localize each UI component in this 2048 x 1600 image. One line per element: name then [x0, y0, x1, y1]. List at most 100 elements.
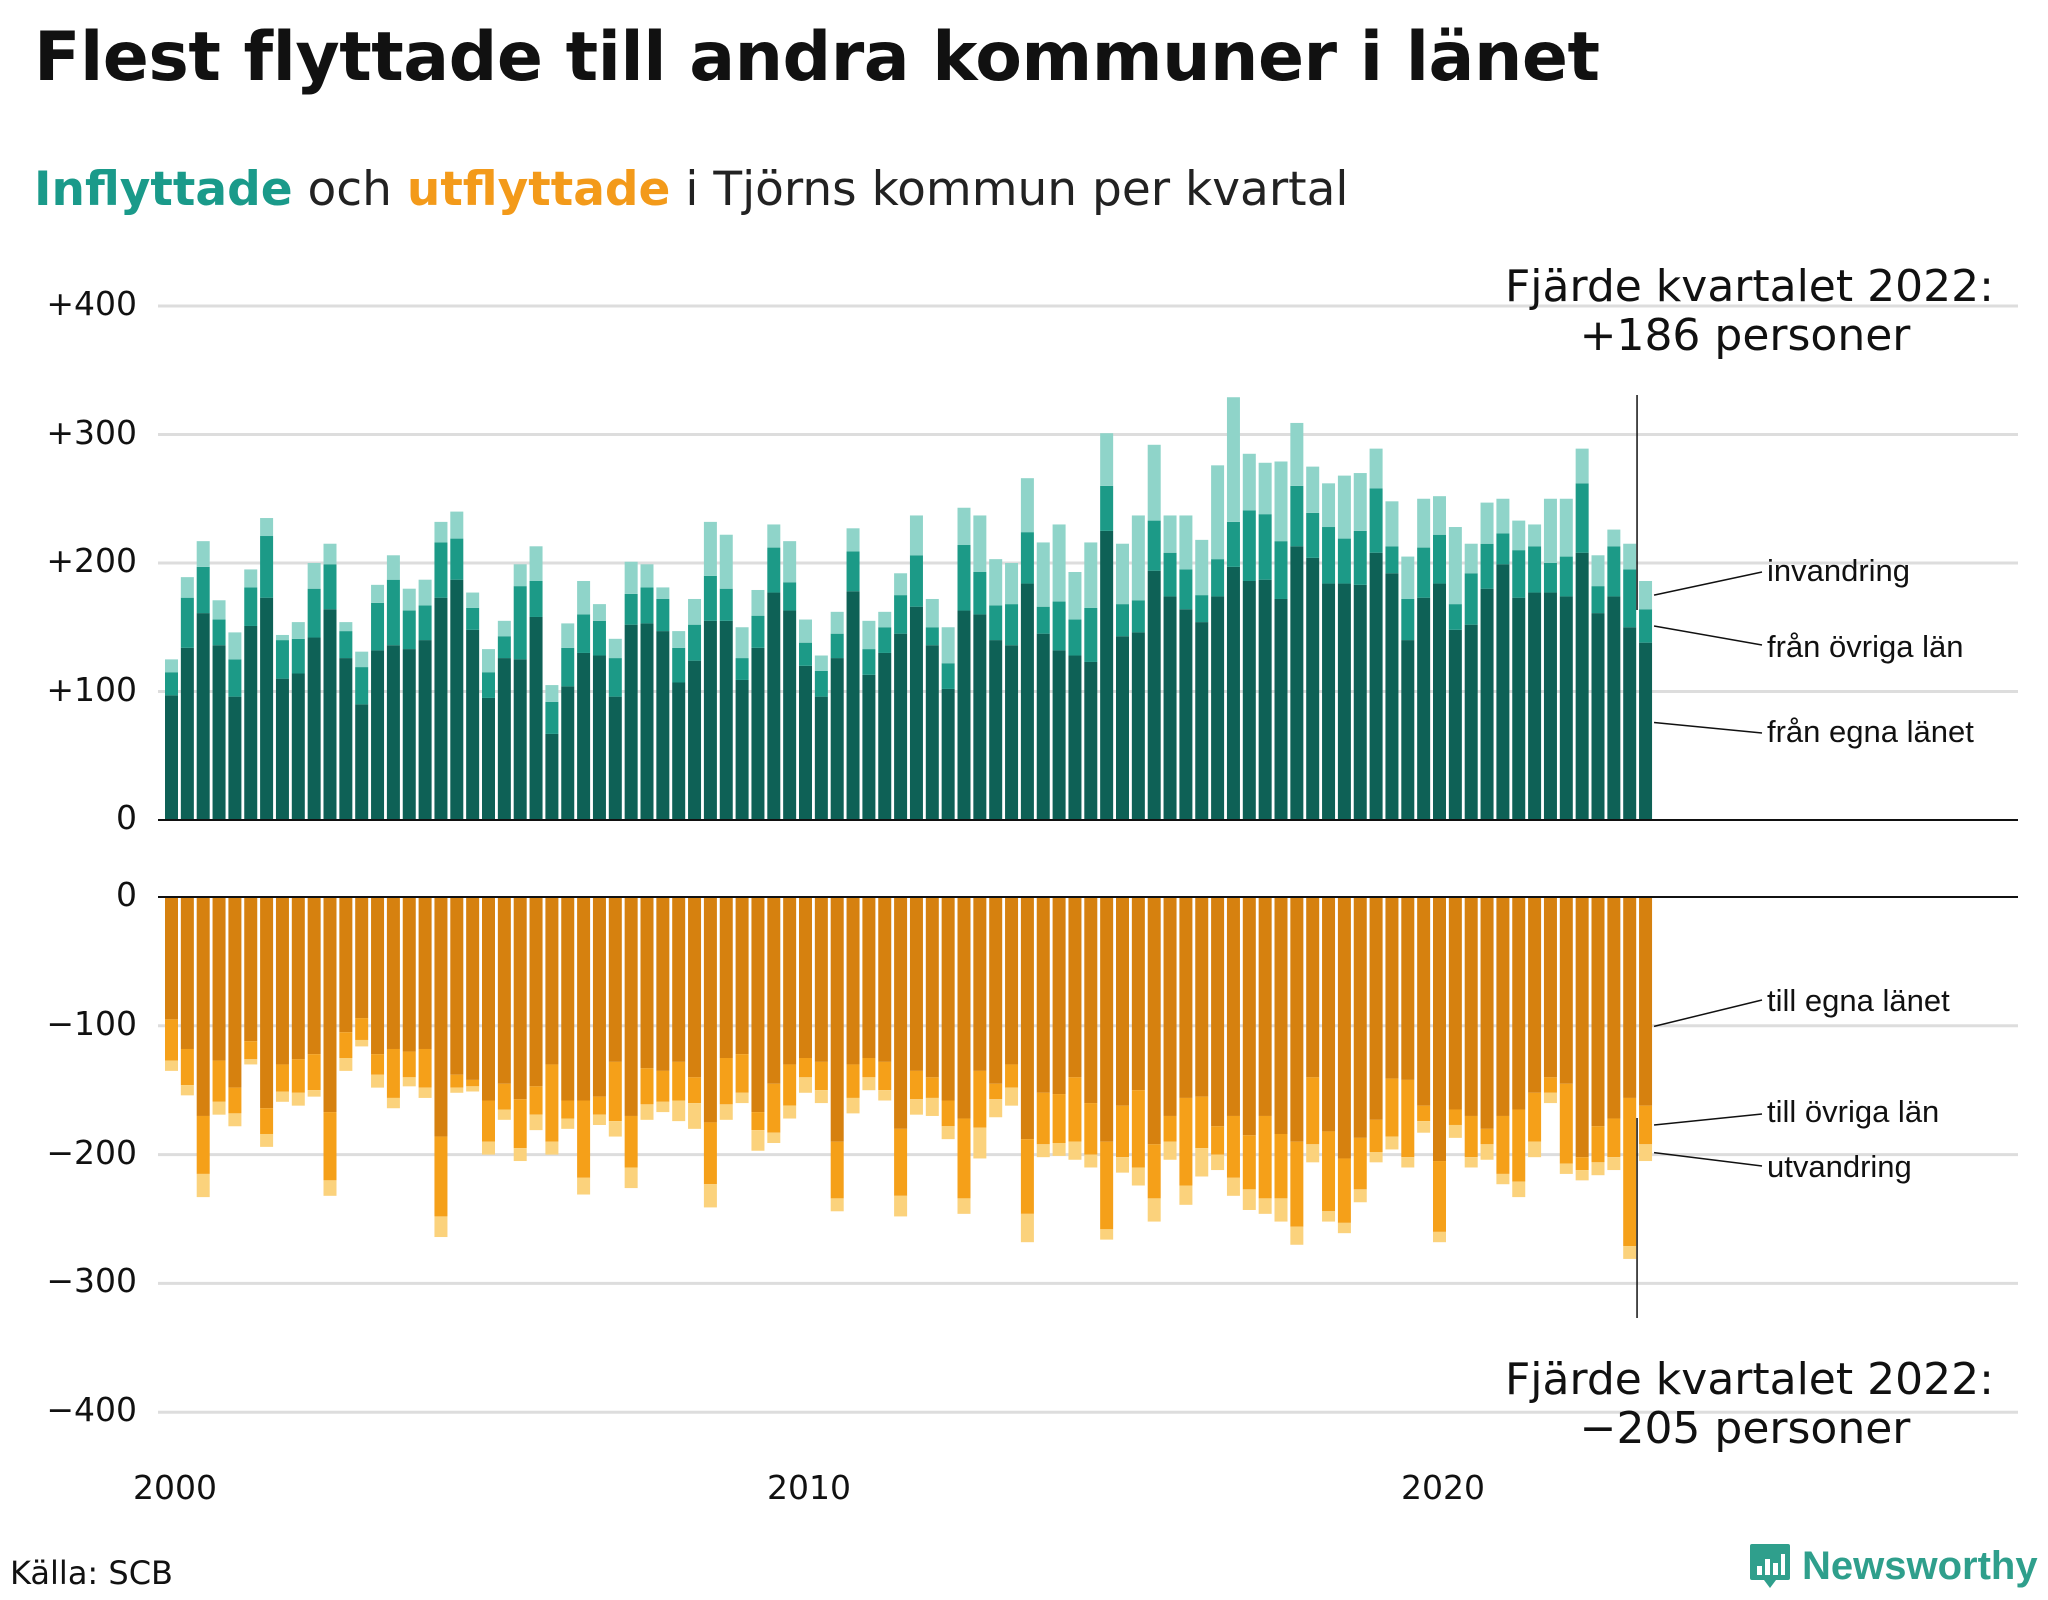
bar-in-egna [1020, 583, 1034, 820]
bar-ut-ovriga [1179, 1097, 1193, 1186]
bar-ut-ovriga [592, 1096, 606, 1115]
bar-ut-egna [1480, 897, 1494, 1129]
bar-in-egna [1322, 583, 1336, 820]
bar-ut-egna [1195, 897, 1209, 1097]
bar-in-invandring [767, 524, 781, 548]
bar-in-ovriga [1020, 532, 1034, 584]
seg-label-fran-egna: från egna länet [1767, 714, 1974, 749]
bar-ut-utvandring [925, 1097, 939, 1116]
bar-ut-egna [1258, 897, 1272, 1116]
bar-in-invandring [466, 592, 480, 608]
bar-in-egna [180, 647, 194, 820]
bar-in-invandring [1639, 580, 1653, 610]
bar-ut-ovriga [989, 1083, 1003, 1100]
bar-ut-egna [878, 897, 892, 1062]
bar-in-ovriga [386, 579, 400, 646]
x-tick-label: 2020 [1401, 1468, 1485, 1507]
bar-in-ovriga [1512, 550, 1526, 598]
bar-ut-ovriga [355, 1018, 369, 1040]
bar-in-invandring [529, 546, 543, 581]
bar-in-egna [1131, 632, 1145, 820]
bar-in-invandring [244, 569, 258, 588]
bar-ut-egna [434, 897, 448, 1137]
bar-ut-egna [1559, 897, 1573, 1084]
bar-in-egna [450, 579, 464, 820]
bar-ut-ovriga [1512, 1109, 1526, 1182]
gridlines [158, 304, 2018, 1414]
bar-in-invandring [577, 580, 591, 615]
bar-ut-egna [719, 897, 733, 1058]
bar-in-invandring [450, 511, 464, 539]
annotation-lines [1636, 395, 1763, 1318]
bar-in-ovriga [196, 566, 210, 614]
bar-in-egna [1337, 583, 1351, 820]
bar-ut-utvandring [735, 1092, 749, 1104]
bar-in-invandring [814, 655, 828, 671]
x-tick-label: 2000 [133, 1468, 217, 1507]
bar-in-invandring [1559, 498, 1573, 557]
bar-in-invandring [1068, 571, 1082, 620]
bar-in-ovriga [355, 667, 369, 705]
bar-ut-utvandring [1274, 1198, 1288, 1222]
bar-in-ovriga [1100, 485, 1114, 531]
bar-ut-ovriga [228, 1087, 242, 1114]
bar-in-egna [1005, 645, 1019, 820]
bar-in-invandring [1131, 515, 1145, 601]
bar-ut-utvandring [957, 1198, 971, 1214]
bar-ut-egna [418, 897, 432, 1049]
callout-top-line2: +186 personer [1579, 310, 1911, 362]
bar-ut-egna [830, 897, 844, 1142]
bar-in-invandring [339, 622, 353, 632]
subtitle-rest: i Tjörns kommun per kvartal [670, 162, 1349, 217]
bar-ut-ovriga [307, 1054, 321, 1091]
bar-in-egna [640, 623, 654, 820]
bar-ut-utvandring [1226, 1177, 1240, 1196]
bar-ut-utvandring [1290, 1226, 1304, 1245]
bar-in-ovriga [1147, 520, 1161, 571]
bar-in-egna [1116, 636, 1129, 820]
bar-ut-utvandring [1385, 1136, 1399, 1150]
bar-in-ovriga [1068, 619, 1082, 656]
bar-in-ovriga [830, 633, 844, 659]
bar-in-ovriga [497, 636, 511, 659]
bar-ut-ovriga [1195, 1096, 1209, 1149]
bar-ut-egna [339, 897, 353, 1033]
bar-in-invandring [561, 623, 575, 648]
leader-utvandring [1653, 1151, 1763, 1167]
bar-in-egna [735, 679, 749, 820]
bar-ut-utvandring [1559, 1163, 1573, 1174]
bar-in-invandring [1226, 397, 1240, 522]
bar-ut-utvandring [862, 1077, 876, 1091]
bar-ut-egna [941, 897, 955, 1101]
bar-ut-utvandring [1623, 1246, 1637, 1259]
bar-in-egna [244, 625, 258, 820]
y-tick-label: +300 [46, 412, 137, 452]
bar-ut-utvandring [608, 1121, 622, 1137]
bar-in-invandring [783, 541, 797, 583]
bar-in-egna [1068, 655, 1082, 820]
bar-ut-utvandring [1068, 1141, 1082, 1160]
bar-in-ovriga [1433, 534, 1446, 584]
callout-bottom-line2: −205 personer [1579, 1403, 1911, 1455]
bar-in-ovriga [402, 610, 416, 650]
bar-ut-ovriga [339, 1032, 353, 1058]
bar-ut-ovriga [1116, 1105, 1129, 1158]
bar-in-ovriga [989, 605, 1003, 641]
bar-ut-ovriga [1575, 1157, 1589, 1171]
bar-in-ovriga [1464, 573, 1478, 625]
bar-in-invandring [1623, 543, 1637, 570]
bar-in-invandring [513, 564, 527, 587]
bar-in-egna [767, 592, 781, 820]
bar-in-egna [228, 696, 242, 820]
bar-ut-egna [1528, 897, 1542, 1093]
bar-in-egna [418, 640, 432, 820]
bar-ut-utvandring [1543, 1092, 1557, 1104]
bar-in-egna [957, 610, 971, 820]
bar-ut-utvandring [228, 1113, 242, 1127]
bar-ut-ovriga [767, 1083, 781, 1133]
bar-in-egna [1591, 613, 1605, 820]
bar-in-egna [1179, 609, 1193, 820]
bar-ut-egna [1274, 897, 1288, 1134]
bar-ut-utvandring [1195, 1148, 1209, 1177]
bar-in-egna [1147, 570, 1161, 820]
